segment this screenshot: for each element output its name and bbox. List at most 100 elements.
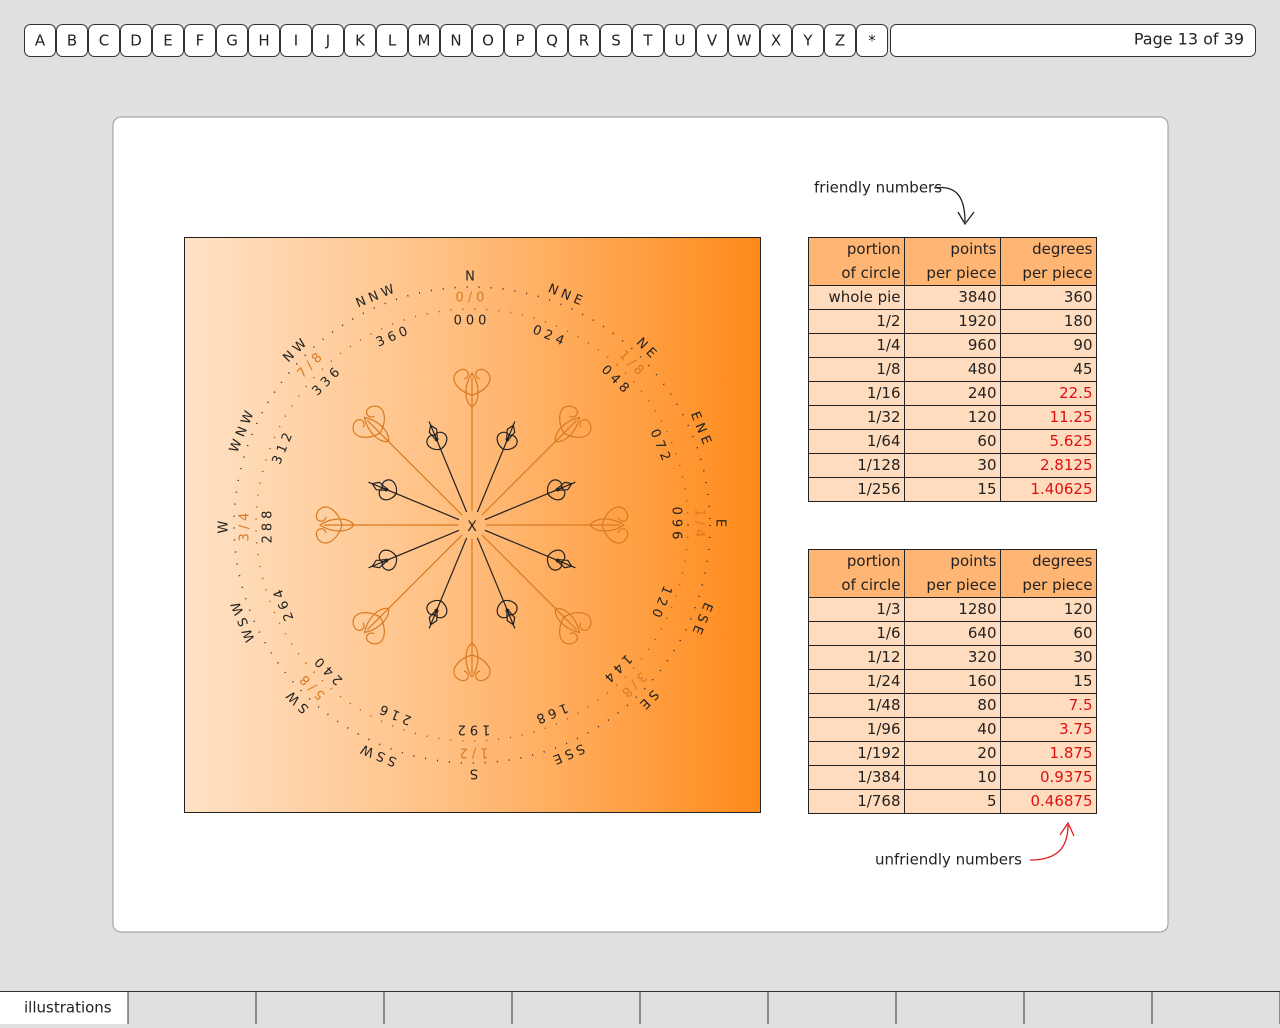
orange-flourish: [352, 607, 390, 645]
cell: 1.40625: [1030, 480, 1092, 498]
header-cell: degrees: [1032, 552, 1093, 570]
header-cell: of circle: [841, 264, 900, 282]
letter-button[interactable]: [344, 24, 376, 57]
cell: 15: [1073, 672, 1092, 690]
letter-label[interactable]: O: [482, 32, 494, 50]
page-box: [890, 24, 1256, 57]
cell: 22.5: [1059, 384, 1092, 402]
letter-button[interactable]: [664, 24, 696, 57]
letter-button[interactable]: [376, 24, 408, 57]
cell: 1/192: [857, 744, 900, 762]
letter-button[interactable]: [824, 24, 856, 57]
cell: 1.875: [1050, 744, 1093, 762]
letter-label[interactable]: T: [642, 32, 653, 50]
letter-button[interactable]: [792, 24, 824, 57]
cell: 1/4: [876, 336, 900, 354]
letter-button[interactable]: [56, 24, 88, 57]
letter-button[interactable]: [568, 24, 600, 57]
cell: 3.75: [1059, 720, 1092, 738]
letter-button[interactable]: [280, 24, 312, 57]
letter-button[interactable]: [440, 24, 472, 57]
letter-button[interactable]: [856, 24, 888, 57]
letter-label[interactable]: N: [450, 32, 461, 50]
letter-button[interactable]: [632, 24, 664, 57]
header-cell: points: [950, 552, 996, 570]
letter-label[interactable]: I: [294, 32, 298, 50]
orange-flourish: [315, 506, 355, 544]
cell: 30: [1073, 648, 1092, 666]
letter-button[interactable]: [312, 24, 344, 57]
numbers-label: 288: [261, 507, 276, 544]
tab[interactable]: [1151, 992, 1280, 1024]
cell: 60: [1073, 624, 1092, 642]
dark-flourish: [426, 424, 448, 451]
fractions-label: 1/4: [692, 509, 707, 542]
letter-label[interactable]: *: [868, 32, 876, 50]
table-header-bg: [808, 549, 1097, 598]
letter-button[interactable]: [504, 24, 536, 57]
cell: 1/128: [857, 456, 900, 474]
letter-button[interactable]: [536, 24, 568, 57]
letter-label[interactable]: X: [771, 32, 781, 50]
letter-label[interactable]: J: [325, 32, 330, 50]
letter-button[interactable]: [760, 24, 792, 57]
orange-spoke: [481, 419, 578, 516]
letter-label[interactable]: W: [737, 32, 752, 50]
letter-label[interactable]: Z: [835, 32, 845, 50]
tab-active[interactable]: [0, 992, 128, 1024]
letter-button[interactable]: [600, 24, 632, 57]
arrow: [933, 186, 975, 226]
cell: 1/32: [867, 408, 901, 426]
letter-label[interactable]: G: [226, 32, 238, 50]
letter-label[interactable]: K: [355, 32, 366, 50]
cell: 5: [987, 792, 997, 810]
letter-label[interactable]: U: [675, 32, 686, 50]
orange-flourish: [554, 607, 592, 645]
letter-button[interactable]: [88, 24, 120, 57]
letter-label[interactable]: V: [707, 32, 718, 50]
cell: 120: [1064, 600, 1093, 618]
cell: 40: [977, 720, 996, 738]
letter-label[interactable]: R: [579, 32, 589, 50]
letter-button[interactable]: [408, 24, 440, 57]
cell: 360: [1064, 288, 1093, 306]
cell: 1/2: [876, 312, 900, 330]
cell: 1/6: [876, 624, 900, 642]
letter-label[interactable]: H: [258, 32, 269, 50]
letter-button[interactable]: [248, 24, 280, 57]
letter-label[interactable]: D: [130, 32, 142, 50]
letter-button[interactable]: [728, 24, 760, 57]
letter-label[interactable]: Y: [802, 32, 813, 50]
arrow: [1029, 821, 1075, 861]
header-cell: per piece: [1022, 576, 1092, 594]
dark-flourish: [371, 549, 398, 571]
letter-label[interactable]: E: [163, 32, 172, 50]
letter-button[interactable]: [472, 24, 504, 57]
letter-label[interactable]: L: [388, 32, 397, 50]
header-cell: degrees: [1032, 240, 1093, 258]
letter-label[interactable]: A: [35, 32, 46, 50]
directions-label: E: [713, 519, 728, 531]
tab-label[interactable]: illustrations: [24, 999, 112, 1017]
cell: 1/96: [867, 720, 901, 738]
letter-label[interactable]: P: [515, 32, 524, 50]
letter-button[interactable]: [216, 24, 248, 57]
dark-flourish: [496, 424, 518, 451]
letter-label[interactable]: S: [611, 32, 621, 50]
cell: 1/12: [867, 648, 901, 666]
letter-button[interactable]: [24, 24, 56, 57]
letter-label[interactable]: C: [99, 32, 109, 50]
letter-button[interactable]: [120, 24, 152, 57]
letter-button[interactable]: [152, 24, 184, 57]
letter-button[interactable]: [696, 24, 728, 57]
letter-button[interactable]: [184, 24, 216, 57]
cell: 480: [968, 360, 997, 378]
letter-label[interactable]: M: [418, 32, 431, 50]
directions-label: S: [466, 766, 478, 781]
letter-label[interactable]: Q: [546, 32, 558, 50]
letter-label[interactable]: F: [196, 32, 205, 50]
dark-flourish: [426, 599, 448, 626]
letter-label[interactable]: B: [67, 32, 77, 50]
page-label: Page 13 of 39: [1134, 30, 1244, 49]
